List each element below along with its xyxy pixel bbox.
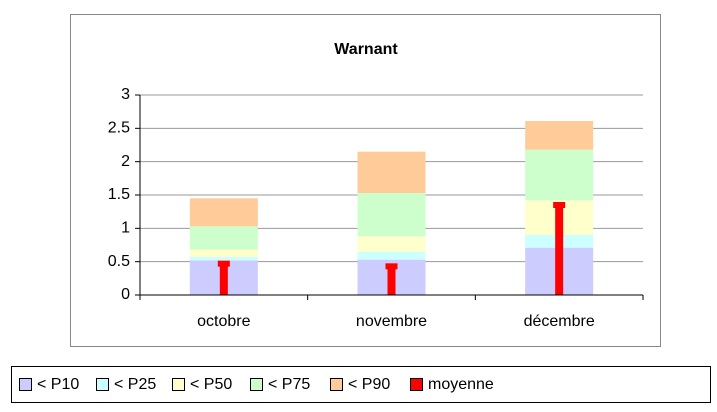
- legend-label: < P90: [348, 376, 390, 393]
- bar-segment: [189, 249, 258, 257]
- legend-swatch: [330, 378, 343, 391]
- legend-label: < P75: [268, 376, 310, 393]
- y-tick-label: 1.5: [108, 186, 130, 203]
- y-tick-label: 3: [121, 86, 130, 103]
- legend-label: moyenne: [428, 376, 494, 393]
- y-tick-label: 2: [121, 153, 130, 170]
- legend-swatch: [250, 378, 263, 391]
- mean-bar: [219, 263, 228, 295]
- bar-segment: [525, 149, 594, 201]
- x-tick-label: octobre: [197, 313, 250, 330]
- bar-segment: [357, 251, 426, 260]
- legend-swatch: [410, 378, 423, 391]
- mean-bar: [387, 266, 396, 295]
- x-tick-label: novembre: [356, 313, 427, 330]
- mean-cap: [553, 202, 566, 208]
- y-tick-label: 1: [121, 220, 130, 237]
- y-tick-label: 0.5: [108, 253, 130, 270]
- bar-segment: [189, 198, 258, 227]
- x-tick-label: décembre: [524, 313, 595, 330]
- bar-segment: [525, 121, 594, 150]
- bar-segment: [357, 151, 426, 193]
- legend-label: < P10: [37, 376, 79, 393]
- legend-swatch: [172, 378, 185, 391]
- y-tick-label: 2.5: [108, 120, 130, 137]
- bar-segment: [357, 193, 426, 237]
- bar-segment: [357, 236, 426, 252]
- legend-label: < P25: [114, 376, 156, 393]
- mean-bar: [555, 205, 564, 295]
- bar-segment: [189, 226, 258, 250]
- mean-cap: [217, 260, 230, 267]
- legend-frame: [11, 366, 711, 403]
- y-tick-label: 0: [121, 286, 130, 303]
- mean-cap: [385, 263, 398, 270]
- legend-swatch: [19, 378, 32, 391]
- bar-segment: [189, 257, 258, 261]
- chart-title: Warnant: [334, 41, 398, 58]
- legend-label: < P50: [190, 376, 232, 393]
- legend-swatch: [96, 378, 109, 391]
